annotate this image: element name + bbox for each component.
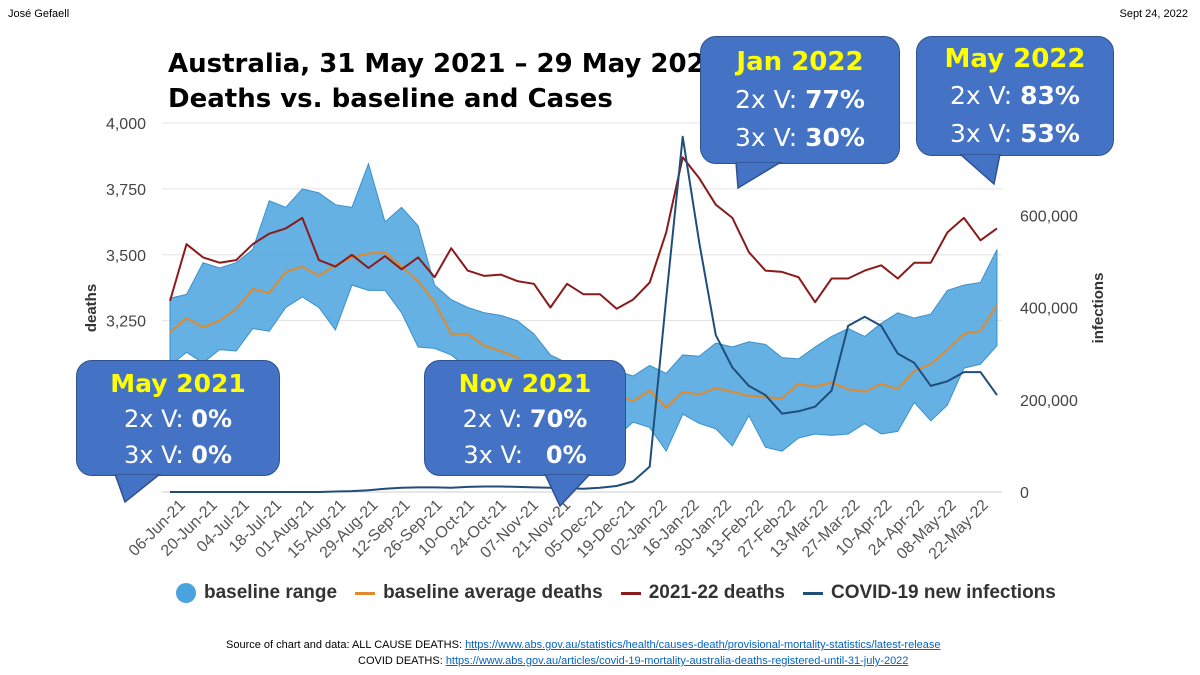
- callout-line2: 3x V: 30%: [735, 123, 865, 152]
- chart-title-line2: Deaths vs. baseline and Cases: [168, 84, 613, 114]
- legend-marker: [620, 591, 641, 595]
- legend-label: baseline average deaths: [383, 582, 603, 603]
- callout-line2: 3x V: 0%: [463, 441, 587, 469]
- callout-title: Jan 2022: [736, 47, 864, 77]
- source-link-deaths[interactable]: https://www.abs.gov.au/statistics/health…: [465, 639, 941, 651]
- baseline-range-area: [169, 162, 998, 453]
- callout-line1: 2x V: 77%: [735, 85, 865, 114]
- callout-may-2022: May 2022 2x V: 83% 3x V: 53%: [916, 36, 1114, 156]
- y-tick-label: 3,500: [106, 248, 146, 265]
- legend-label: 2021-22 deaths: [648, 582, 785, 603]
- source-line2: COVID DEATHS: https://www.abs.gov.au/art…: [358, 655, 909, 667]
- y2-tick-label: 0: [1020, 485, 1029, 502]
- legend-marker: [176, 583, 196, 603]
- baseline-range-band: [169, 162, 998, 453]
- legend-marker: [802, 591, 823, 595]
- axes: deaths infections: [83, 273, 1107, 344]
- legend-item-baseline-average: baseline average deaths: [355, 582, 603, 604]
- callout-title: Nov 2021: [458, 369, 592, 398]
- callout-nov-2021: Nov 2021 2x V: 70% 3x V: 0%: [424, 360, 626, 476]
- author-label: José Gefaell: [8, 8, 70, 20]
- chart-title-line1: Australia, 31 May 2021 – 29 May 2022: [168, 49, 723, 79]
- callout-tail: [114, 474, 162, 504]
- deaths-line: [169, 156, 998, 310]
- legend-label: baseline range: [204, 582, 338, 603]
- y-axis-label: deaths: [83, 284, 100, 332]
- legend-item-baseline-range: baseline range: [176, 582, 337, 604]
- y-tick-label: 4,000: [106, 116, 146, 133]
- callout-title: May 2021: [110, 369, 246, 398]
- legend-item-infections: COVID-19 new infections: [802, 582, 1056, 604]
- callout-tail: [960, 154, 1001, 186]
- y2-axis-label: infections: [1090, 273, 1107, 344]
- chart-legend: baseline range baseline average deaths 2…: [176, 582, 1074, 604]
- callout-tail: [735, 162, 783, 190]
- callout-may-2021: May 2021 2x V: 0% 3x V: 0%: [76, 360, 280, 476]
- y-tick-label: 3,750: [106, 182, 146, 199]
- callout-jan-2022: Jan 2022 2x V: 77% 3x V: 30%: [700, 36, 900, 164]
- date-label: Sept 24, 2022: [1119, 8, 1188, 20]
- legend-marker: [355, 591, 376, 595]
- legend-label: COVID-19 new infections: [830, 582, 1056, 603]
- y2-tick-label: 600,000: [1020, 208, 1078, 225]
- source-link-covid[interactable]: https://www.abs.gov.au/articles/covid-19…: [445, 655, 909, 667]
- callout-line1: 2x V: 83%: [950, 81, 1080, 110]
- legend-item-deaths: 2021-22 deaths: [620, 582, 785, 604]
- callout-title: May 2022: [944, 44, 1086, 74]
- y2-tick-label: 400,000: [1020, 301, 1078, 318]
- infections-line: [170, 135, 998, 493]
- y2-tick-label: 200,000: [1020, 393, 1078, 410]
- callout-line2: 3x V: 0%: [123, 441, 233, 469]
- callout-line1: 2x V: 0%: [123, 405, 233, 433]
- y-tick-label: 3,250: [106, 314, 146, 331]
- source-line1: Source of chart and data: ALL CAUSE DEAT…: [226, 639, 941, 651]
- callout-line1: 2x V: 70%: [462, 405, 588, 433]
- callout-tail: [544, 474, 592, 508]
- callout-line2: 3x V: 53%: [950, 119, 1080, 148]
